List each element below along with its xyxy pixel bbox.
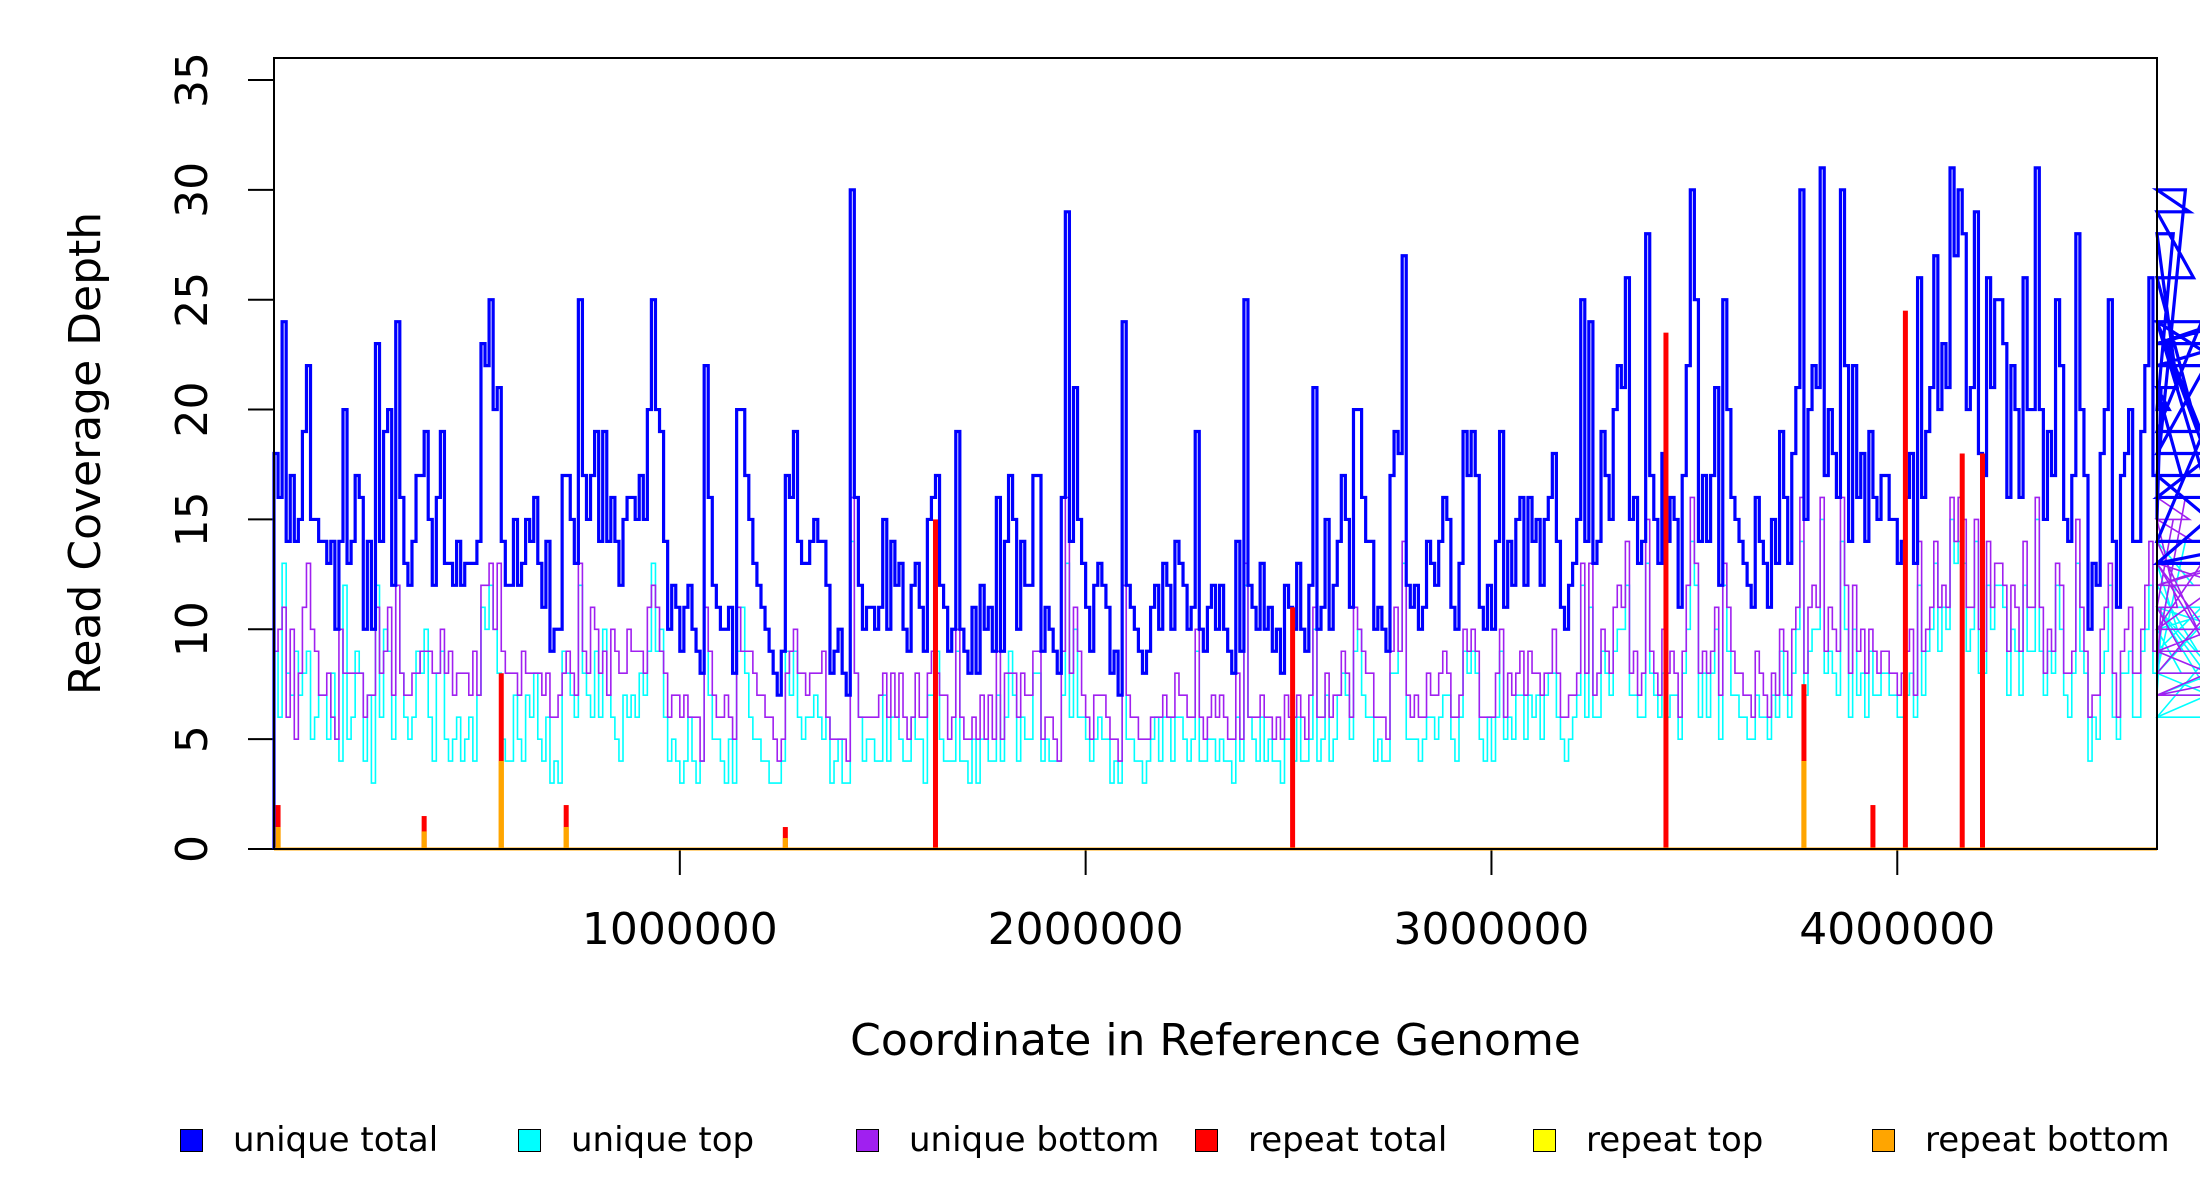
y-tick-label: 20 [167,382,218,438]
legend-label: repeat top [1586,1120,1764,1160]
legend-swatch [180,1128,203,1152]
repeat-bottom-spike [1801,761,1807,849]
legend-label: repeat total [1248,1120,1448,1160]
repeat-bottom-spike [498,761,504,849]
y-tick-label: 5 [167,725,218,753]
legend: unique total unique top unique bottom repea… [0,1118,2200,1178]
legend-label: unique top [571,1120,755,1160]
y-tick-label: 25 [167,272,218,328]
legend-item: repeat bottom [1872,1118,2170,1162]
legend-item: unique bottom [856,1118,1159,1162]
repeat-total-spike [1979,453,1985,849]
repeat-total-spike [1870,805,1876,849]
y-tick-label: 30 [167,162,218,218]
x-tick-label: 3000000 [1393,904,1589,955]
x-axis: 1000000 2000000 3000000 4000000 [582,849,1995,955]
plot-frame [273,57,2158,850]
y-axis-title: Read Coverage Depth [60,212,111,695]
y-tick-label: 0 [167,835,218,863]
unique-total-series-line [272,166,2200,849]
legend-swatch [1533,1128,1556,1152]
repeat-bottom-spike [563,827,569,849]
y-tick-label: 15 [167,491,218,547]
legend-swatch [1872,1128,1895,1152]
x-tick-label: 2000000 [988,904,1184,955]
repeat-total-spike [1290,607,1296,849]
y-tick-label: 35 [167,52,218,108]
repeat-bottom-spike [782,838,788,849]
legend-item: unique total [180,1118,438,1162]
y-axis: 0 5 10 15 20 25 30 35 [167,52,275,863]
legend-item: repeat top [1533,1118,1763,1162]
unique-bottom-series-line [273,496,2200,849]
x-axis-title: Coordinate in Reference Genome [850,1015,1581,1066]
legend-swatch [1195,1128,1218,1152]
repeat-total-spike [1663,332,1669,849]
legend-label: repeat bottom [1925,1120,2170,1160]
legend-item: unique top [518,1118,754,1162]
repeat-bottom-spike [421,831,427,849]
plot-series [272,166,2200,849]
unique-top-series-line [273,518,2200,849]
repeat-total-spike [932,519,938,849]
x-tick-label: 4000000 [1799,904,1995,955]
legend-label: unique total [233,1120,439,1160]
legend-item: repeat total [1195,1118,1447,1162]
legend-swatch [856,1128,879,1152]
repeat-total-spike [1902,310,1908,849]
x-tick-label: 1000000 [582,904,778,955]
y-tick-label: 10 [167,601,218,657]
repeat-total-spike [1959,453,1965,849]
legend-label: unique bottom [909,1120,1160,1160]
legend-swatch [518,1128,541,1152]
repeat-bottom-spike [275,827,281,849]
